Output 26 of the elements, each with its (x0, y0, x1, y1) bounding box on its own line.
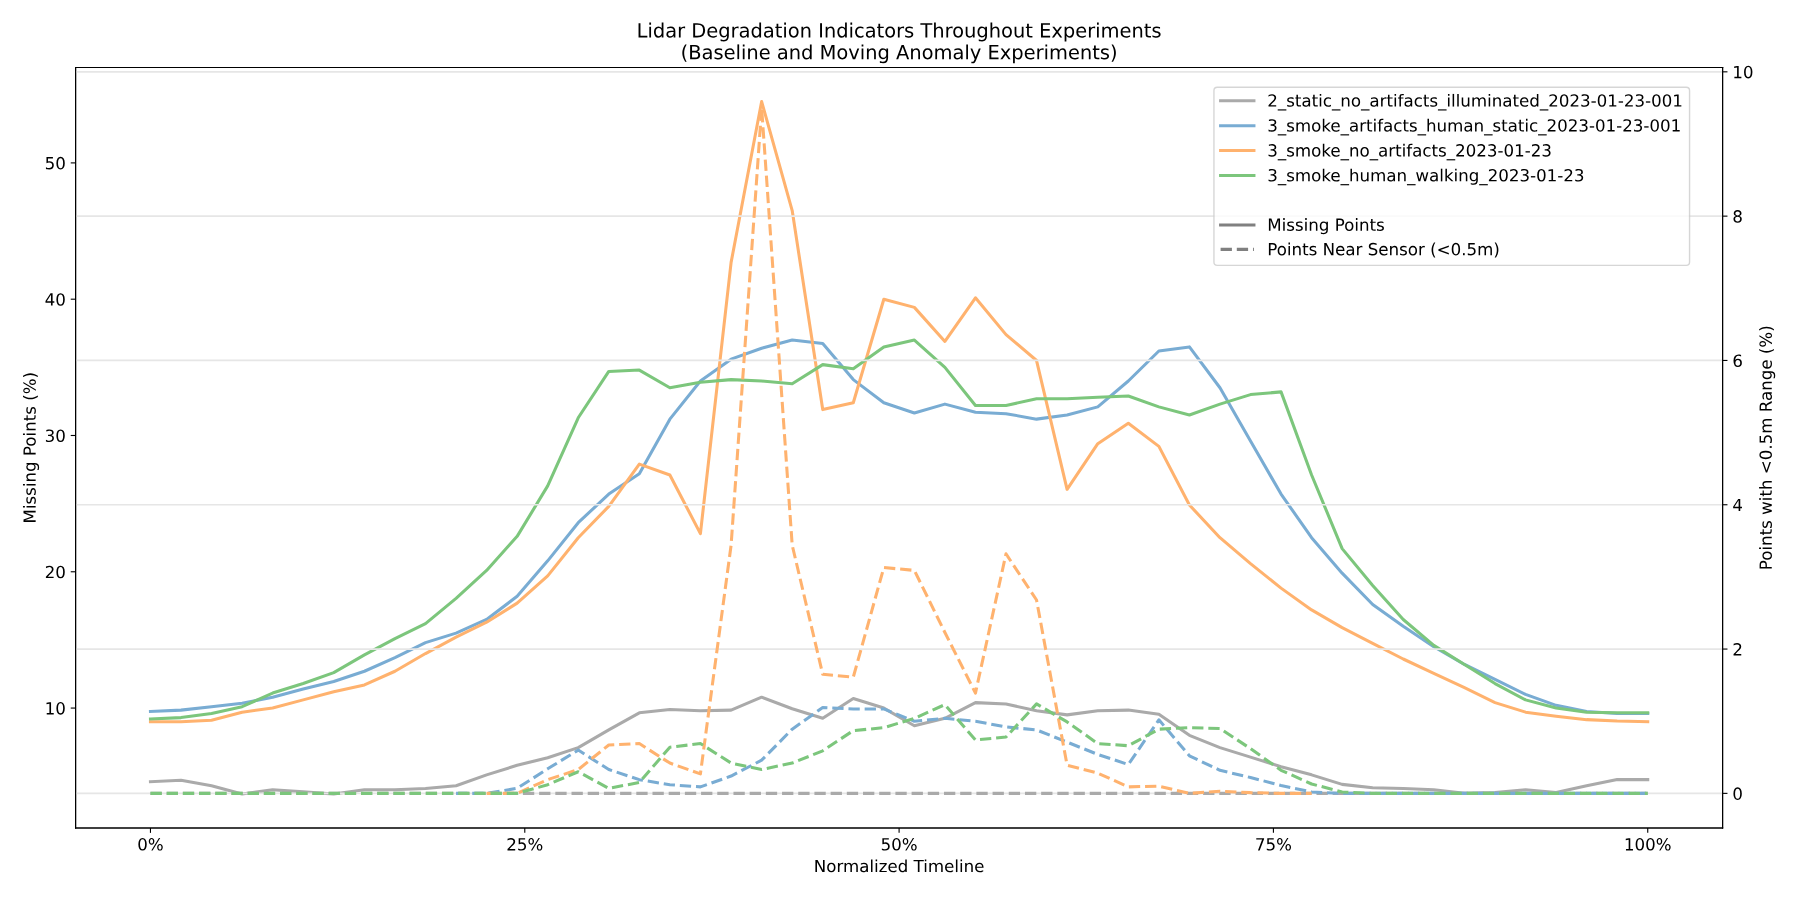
legend-label: 3_smoke_no_artifacts_2023-01-23 (1268, 143, 1551, 161)
y-axis-title: Missing Points (%) (22, 373, 40, 522)
x-axis-title: Normalized Timeline (815, 859, 984, 873)
annotation: Points Near Sensor (<0.5m) (1268, 242, 1499, 258)
x-tick-label: 75% (1256, 838, 1292, 851)
y2-tick-label: 8 (1733, 210, 1742, 223)
y2-tick-label: 10 (1734, 65, 1753, 79)
y2-tick-label: 6 (1733, 354, 1742, 368)
legend-label: 3_smoke_artifacts_human_static_2023-01-23-001 (1268, 118, 1680, 136)
y-tick-label: 10 (46, 702, 65, 715)
legend-label: 2_static_no_artifacts_illuminated_2023-01-23-001 (1268, 93, 1682, 111)
x-tick-label: 25% (507, 838, 543, 851)
x-tick-label: 50% (881, 838, 917, 851)
x-tick-label: 100% (1625, 838, 1671, 851)
legend-label: 3_smoke_human_walking_2023-01-23 (1268, 168, 1584, 186)
annotation: Missing Points (1268, 218, 1384, 235)
y2-tick-label: 4 (1733, 498, 1742, 512)
y-tick-label: 20 (45, 565, 65, 579)
y2-tick-label: 2 (1733, 643, 1742, 656)
y-tick-label: 30 (45, 429, 65, 443)
chart-title: Lidar Degradation Indicators Throughout Experiments (Baseline and Moving Anomaly Experiments) (638, 22, 1161, 64)
x-tick-label: 0% (138, 838, 163, 851)
y-tick-label: 40 (45, 293, 65, 306)
y2-axis-title: Points with <0.5m Range (%) (1759, 326, 1776, 569)
y-tick-label: 50 (45, 156, 65, 170)
y2-tick-label: 0 (1733, 787, 1742, 800)
